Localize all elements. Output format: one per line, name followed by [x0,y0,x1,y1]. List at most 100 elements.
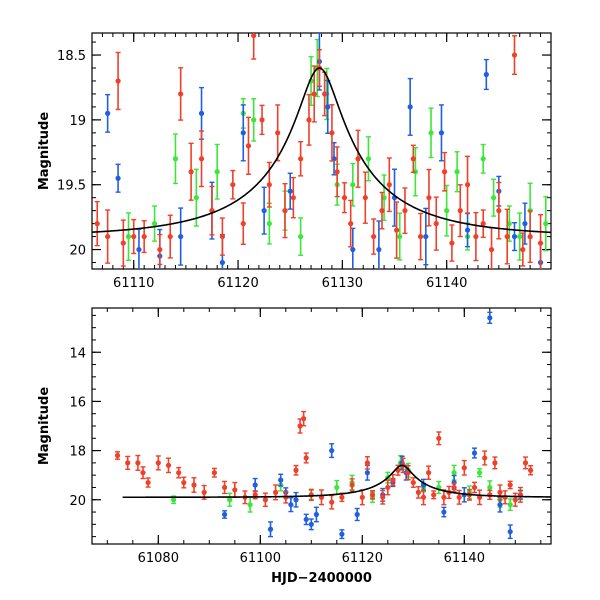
y-tick-label: 16 [69,395,86,410]
data-point-red [394,201,400,259]
data-point-blue [511,222,518,252]
data-point-red [426,465,432,480]
marker [441,169,448,175]
marker [380,494,386,500]
data-point-red [420,489,427,506]
marker [520,246,526,253]
plot-frame [91,307,552,545]
marker [488,246,495,253]
data-point-blue [483,58,489,91]
data-point-red [433,196,439,251]
data-point-red [140,466,146,480]
data-point-red [298,141,304,177]
marker [94,221,100,227]
y-tick-label: 18 [69,445,86,460]
marker [473,233,479,240]
marker [211,470,217,476]
data-point-red [157,233,163,266]
data-point-green [227,492,233,507]
data-point-red [482,450,488,466]
marker [287,188,293,194]
marker [431,492,437,498]
x-tick-label: 61110 [113,276,154,291]
data-point-blue [407,77,413,136]
x-tick-label: 61120 [342,551,383,566]
marker [507,529,513,535]
marker [131,233,137,240]
data-point-red [115,51,121,111]
marker [311,91,317,97]
data-point-red [426,168,432,227]
marker [522,221,528,227]
marker [528,467,534,473]
marker [464,182,471,188]
marker [350,182,356,188]
marker [313,511,319,518]
marker [262,497,268,503]
marker [240,221,246,227]
marker [451,470,457,476]
marker [483,71,489,78]
data-point-red [449,224,455,262]
data-point-green [436,480,442,495]
y-tick-label: 20 [69,244,86,259]
marker [282,208,288,214]
marker [397,233,403,240]
data-point-red [141,220,147,254]
data-point-green [480,143,486,174]
data-point-red [259,104,265,136]
marker [480,156,486,162]
marker [278,477,284,483]
marker [428,130,434,136]
marker [480,221,486,227]
data-point-blue [288,497,294,513]
data-point-blue [240,104,246,162]
marker [454,169,460,175]
marker [451,484,457,491]
marker [120,240,126,246]
data-point-blue [487,311,493,325]
data-point-red [322,71,328,117]
data-point-red [497,484,503,501]
marker [176,470,182,476]
x-tick-label: 61080 [138,551,179,566]
data-point-red [402,187,408,235]
marker [198,156,205,162]
marker [477,470,483,476]
marker [322,91,328,97]
data-point-red [415,486,421,499]
data-point-red [145,477,151,488]
marker [298,156,304,162]
top-panel: 61110 61120 61130 61140 18.5 19 19.5 20 Magnitud… [37,32,552,291]
marker [433,221,439,227]
data-point-red [329,104,335,162]
marker [247,502,253,508]
x-tick-label: 61140 [426,276,467,291]
data-point-red [329,494,335,510]
marker [522,460,529,466]
marker [456,494,462,500]
marker [426,470,432,476]
marker [275,130,281,136]
marker [214,169,220,175]
marker [188,169,194,175]
marker [354,511,360,518]
data-point-blue [252,477,258,493]
data-point-red [293,464,299,476]
data-point-red [282,183,288,239]
marker [487,315,493,321]
data-point-blue [136,228,142,269]
marker [301,416,307,422]
marker [293,497,299,503]
data-point-red [386,157,392,213]
marker [222,511,228,518]
data-point-red [176,466,182,479]
marker [423,233,429,240]
data-point-green [266,202,272,245]
data-point-red [245,116,252,175]
model-curve [122,464,551,499]
marker [339,494,345,500]
data-point-green [251,98,257,142]
marker [251,33,257,39]
